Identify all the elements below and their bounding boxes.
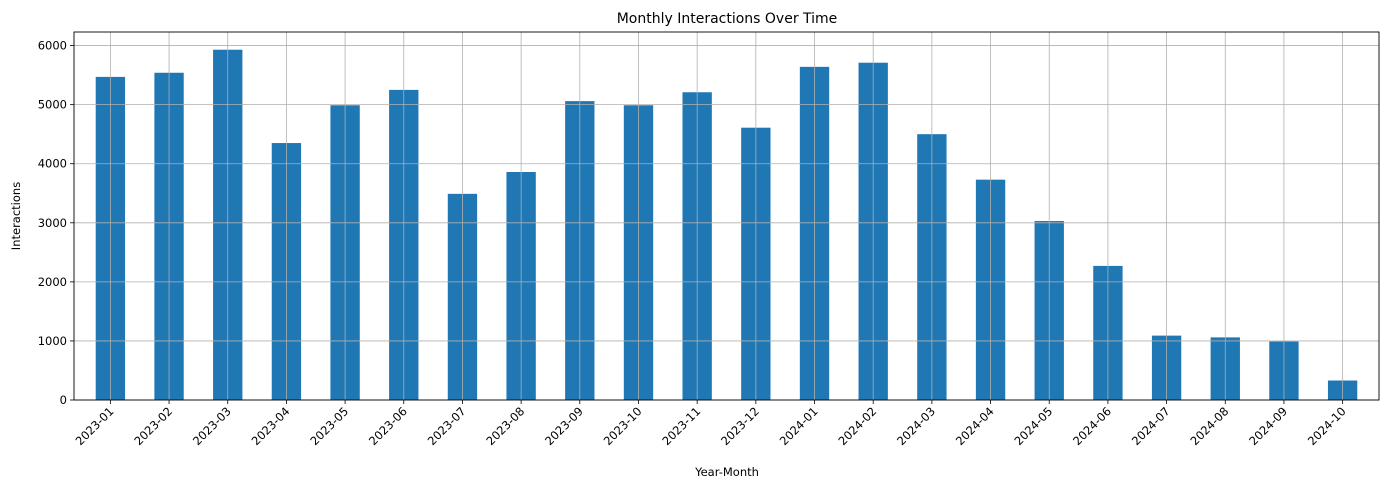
- y-tick-label: 6000: [38, 39, 67, 53]
- x-tick-label: 2024-04: [953, 404, 997, 448]
- x-tick-label: 2023-09: [542, 404, 586, 448]
- x-tick-label: 2024-01: [777, 404, 821, 448]
- grid-lines: [74, 32, 1379, 401]
- x-tick-label: 2023-11: [659, 404, 703, 448]
- y-axis-ticks: 0 1000 2000 3000 4000 5000 6000: [38, 39, 74, 407]
- x-tick-label: 2023-03: [190, 404, 234, 448]
- y-tick-label: 1000: [38, 334, 67, 348]
- chart-title: Monthly Interactions Over Time: [617, 11, 838, 27]
- x-tick-label: 2023-10: [601, 404, 645, 448]
- x-tick-label: 2024-06: [1070, 404, 1114, 448]
- x-tick-label: 2023-05: [307, 404, 351, 448]
- x-tick-label: 2023-01: [73, 404, 117, 448]
- y-tick-label: 2000: [38, 275, 67, 289]
- x-tick-label: 2024-03: [894, 404, 938, 448]
- x-tick-label: 2024-05: [1011, 404, 1055, 448]
- plot-frame: [73, 31, 1380, 401]
- x-tick-label: 2024-08: [1188, 404, 1232, 448]
- x-tick-label: 2024-09: [1246, 404, 1290, 448]
- x-axis-label: Year-Month: [694, 465, 759, 479]
- axes-frame: [73, 31, 1380, 401]
- y-tick-label: 4000: [38, 157, 67, 171]
- y-tick-label: 5000: [38, 98, 67, 112]
- x-tick-label: 2024-10: [1305, 404, 1349, 448]
- x-tick-label: 2024-07: [1129, 404, 1173, 448]
- x-tick-label: 2023-04: [249, 404, 293, 448]
- y-tick-label: 0: [60, 393, 67, 407]
- x-tick-label: 2023-02: [131, 404, 175, 448]
- x-tick-label: 2023-07: [425, 404, 469, 448]
- x-tick-label: 2023-08: [483, 404, 527, 448]
- y-axis-label: Interactions: [9, 182, 23, 250]
- y-tick-label: 3000: [38, 216, 67, 230]
- x-tick-label: 2023-12: [718, 404, 762, 448]
- x-tick-label: 2023-06: [366, 404, 410, 448]
- bars: [95, 49, 1358, 401]
- x-tick-label: 2024-02: [835, 404, 879, 448]
- x-axis-ticks: 2023-01 2023-02 2023-03 2023-04 2023-05 2023-…: [73, 400, 1349, 448]
